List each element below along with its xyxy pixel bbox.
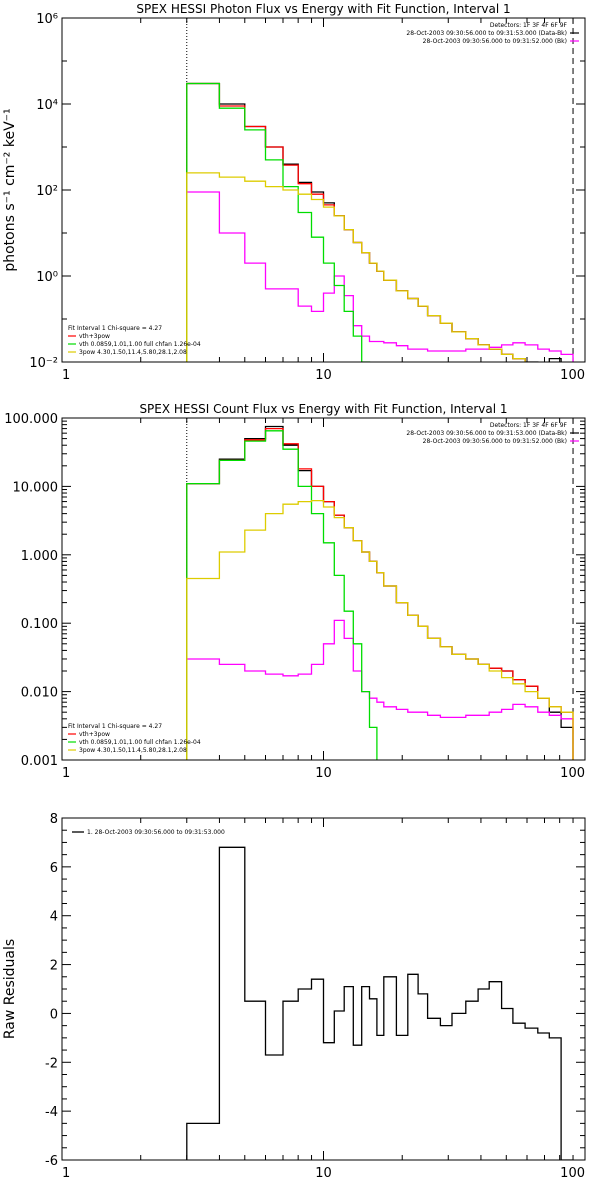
y-tick-label: -4 <box>45 1105 58 1120</box>
y-tick-label: 0.010 <box>21 686 58 701</box>
fit-legend-title: Fit Interval 1 Chi-square = 4.27 <box>68 325 162 332</box>
photon-flux-panel: SPEX HESSI Photon Flux vs Energy with Fi… <box>2 2 586 383</box>
residuals-panel: Raw Residuals 1 10 100 -6 -4 -2 0 2 4 6 8 1. 28-Oct-… <box>2 812 586 1181</box>
y-tick-label: 10⁶ <box>36 12 58 27</box>
series-group <box>186 425 574 760</box>
y-tick-label: 8 <box>50 812 58 827</box>
x-tick-label: 100 <box>560 368 585 383</box>
x-tick-label: 10 <box>315 1166 332 1181</box>
series-line-0 <box>186 425 574 760</box>
legend-top-entry: 28-Oct-2003 09:30:56.000 to 09:31:52.000… <box>423 438 567 445</box>
series-line-2 <box>186 427 574 760</box>
x-tick-label: 1 <box>62 368 70 383</box>
y-tick-label: 10² <box>36 184 58 199</box>
fit-legend-entry: 3pow 4.30,1.50,11.4,5.80,28.1,2.08 <box>79 349 187 356</box>
y-tick-label: -2 <box>45 1056 58 1071</box>
legend-top-entry: 28-Oct-2003 09:30:56.000 to 09:31:53.000… <box>406 30 567 37</box>
fit-legend-entry: vth+3pow <box>79 731 110 738</box>
legend-entry: 1. 28-Oct-2003 09:30:56.000 to 09:31:53.… <box>87 829 225 836</box>
y-tick-label: 10⁴ <box>36 98 58 113</box>
chart-title: SPEX HESSI Photon Flux vs Energy with Fi… <box>136 2 510 16</box>
fit-legend-entry: vth 0.0859,1.01,1.00 full chfan 1.26e-04 <box>79 739 201 746</box>
count-flux-panel: SPEX HESSI Count Flux vs Energy with Fit… <box>4 402 586 781</box>
plot-frame <box>61 417 586 761</box>
fit-legend-entry: vth+3pow <box>79 333 110 340</box>
plot-frame <box>61 817 586 1161</box>
series-line-1 <box>186 619 574 760</box>
x-tick-label: 1 <box>62 1166 70 1181</box>
y-tick-label: 10.000 <box>13 480 59 495</box>
y-tick-label: 1.000 <box>21 549 58 564</box>
y-tick-label: 4 <box>50 910 58 925</box>
x-tick-label: 1 <box>62 766 70 781</box>
plot-frame <box>61 17 586 363</box>
y-tick-label: 10⁰ <box>36 270 58 285</box>
series-group <box>186 846 574 1160</box>
y-tick-label: 10⁻² <box>29 356 58 371</box>
y-tick-label: 0 <box>50 1007 58 1022</box>
x-tick-label: 10 <box>315 368 332 383</box>
x-tick-label: 100 <box>560 1166 585 1181</box>
legend-top-entry: Detectors: 1F 3F 4F 6F 9F <box>490 422 568 429</box>
legend-top-entry: 28-Oct-2003 09:30:56.000 to 09:31:52.000… <box>423 38 567 45</box>
fit-legend-title: Fit Interval 1 Chi-square = 4.27 <box>68 723 162 730</box>
legend-top-entry: Detectors: 1F 3F 4F 6F 9F <box>490 22 568 29</box>
series-line-4 <box>186 172 526 362</box>
y-tick-label: 2 <box>50 959 58 974</box>
series-line-1 <box>186 191 574 362</box>
y-tick-label: 0.001 <box>21 754 58 769</box>
series-line-0 <box>186 846 574 1160</box>
x-tick-label: 10 <box>315 766 332 781</box>
y-tick-label: 6 <box>50 861 58 876</box>
legend-top-entry: 28-Oct-2003 09:30:56.000 to 09:31:53.000… <box>406 430 567 437</box>
series-line-4 <box>186 499 574 760</box>
fit-legend-entry: vth 0.0859,1.01,1.00 full chfan 1.26e-04 <box>79 341 201 348</box>
series-line-3 <box>186 82 371 362</box>
series-line-3 <box>186 430 378 760</box>
series-group <box>186 82 574 362</box>
y-axis-label: photons s⁻¹ cm⁻² keV⁻¹ <box>2 108 18 271</box>
y-tick-label: 100.000 <box>4 412 58 427</box>
x-tick-label: 100 <box>560 766 585 781</box>
y-axis-label: Raw Residuals <box>2 939 18 1039</box>
fit-legend-entry: 3pow 4.30,1.50,11.4,5.80,28.1,2.08 <box>79 747 187 754</box>
y-tick-label: -6 <box>45 1154 58 1169</box>
y-tick-label: 0.100 <box>21 617 58 632</box>
chart-title: SPEX HESSI Count Flux vs Energy with Fit… <box>139 402 507 416</box>
